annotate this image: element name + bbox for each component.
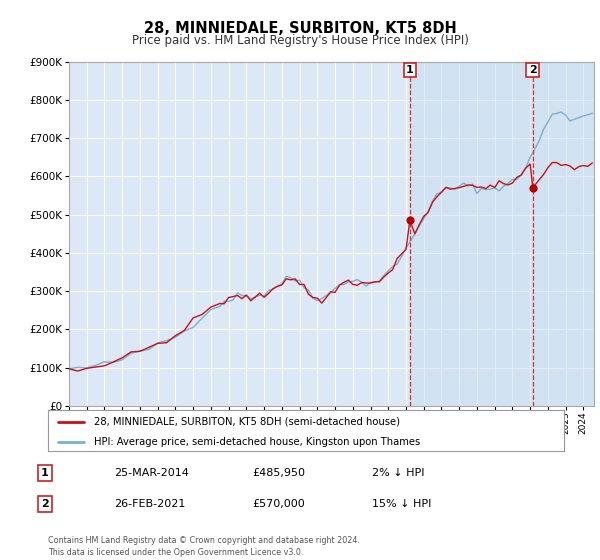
- Text: 1: 1: [406, 65, 414, 75]
- Bar: [410, 62, 594, 406]
- Text: 25-MAR-2014: 25-MAR-2014: [114, 468, 189, 478]
- Text: 1: 1: [41, 468, 49, 478]
- Text: £485,950: £485,950: [252, 468, 305, 478]
- Text: 15% ↓ HPI: 15% ↓ HPI: [372, 499, 431, 509]
- Text: 2% ↓ HPI: 2% ↓ HPI: [372, 468, 425, 478]
- Text: HPI: Average price, semi-detached house, Kingston upon Thames: HPI: Average price, semi-detached house,…: [94, 437, 421, 447]
- Text: Contains HM Land Registry data © Crown copyright and database right 2024.
This d: Contains HM Land Registry data © Crown c…: [48, 536, 360, 557]
- Point: [405, 216, 415, 225]
- Text: 26-FEB-2021: 26-FEB-2021: [114, 499, 185, 509]
- Text: Price paid vs. HM Land Registry's House Price Index (HPI): Price paid vs. HM Land Registry's House …: [131, 34, 469, 46]
- Text: 28, MINNIEDALE, SURBITON, KT5 8DH: 28, MINNIEDALE, SURBITON, KT5 8DH: [143, 21, 457, 36]
- Text: 2: 2: [41, 499, 49, 509]
- Text: 28, MINNIEDALE, SURBITON, KT5 8DH (semi-detached house): 28, MINNIEDALE, SURBITON, KT5 8DH (semi-…: [94, 417, 400, 427]
- Text: 2: 2: [529, 65, 536, 75]
- Point: [528, 184, 538, 193]
- Text: £570,000: £570,000: [252, 499, 305, 509]
